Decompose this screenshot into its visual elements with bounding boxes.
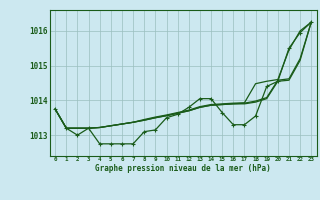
X-axis label: Graphe pression niveau de la mer (hPa): Graphe pression niveau de la mer (hPa) xyxy=(95,164,271,173)
